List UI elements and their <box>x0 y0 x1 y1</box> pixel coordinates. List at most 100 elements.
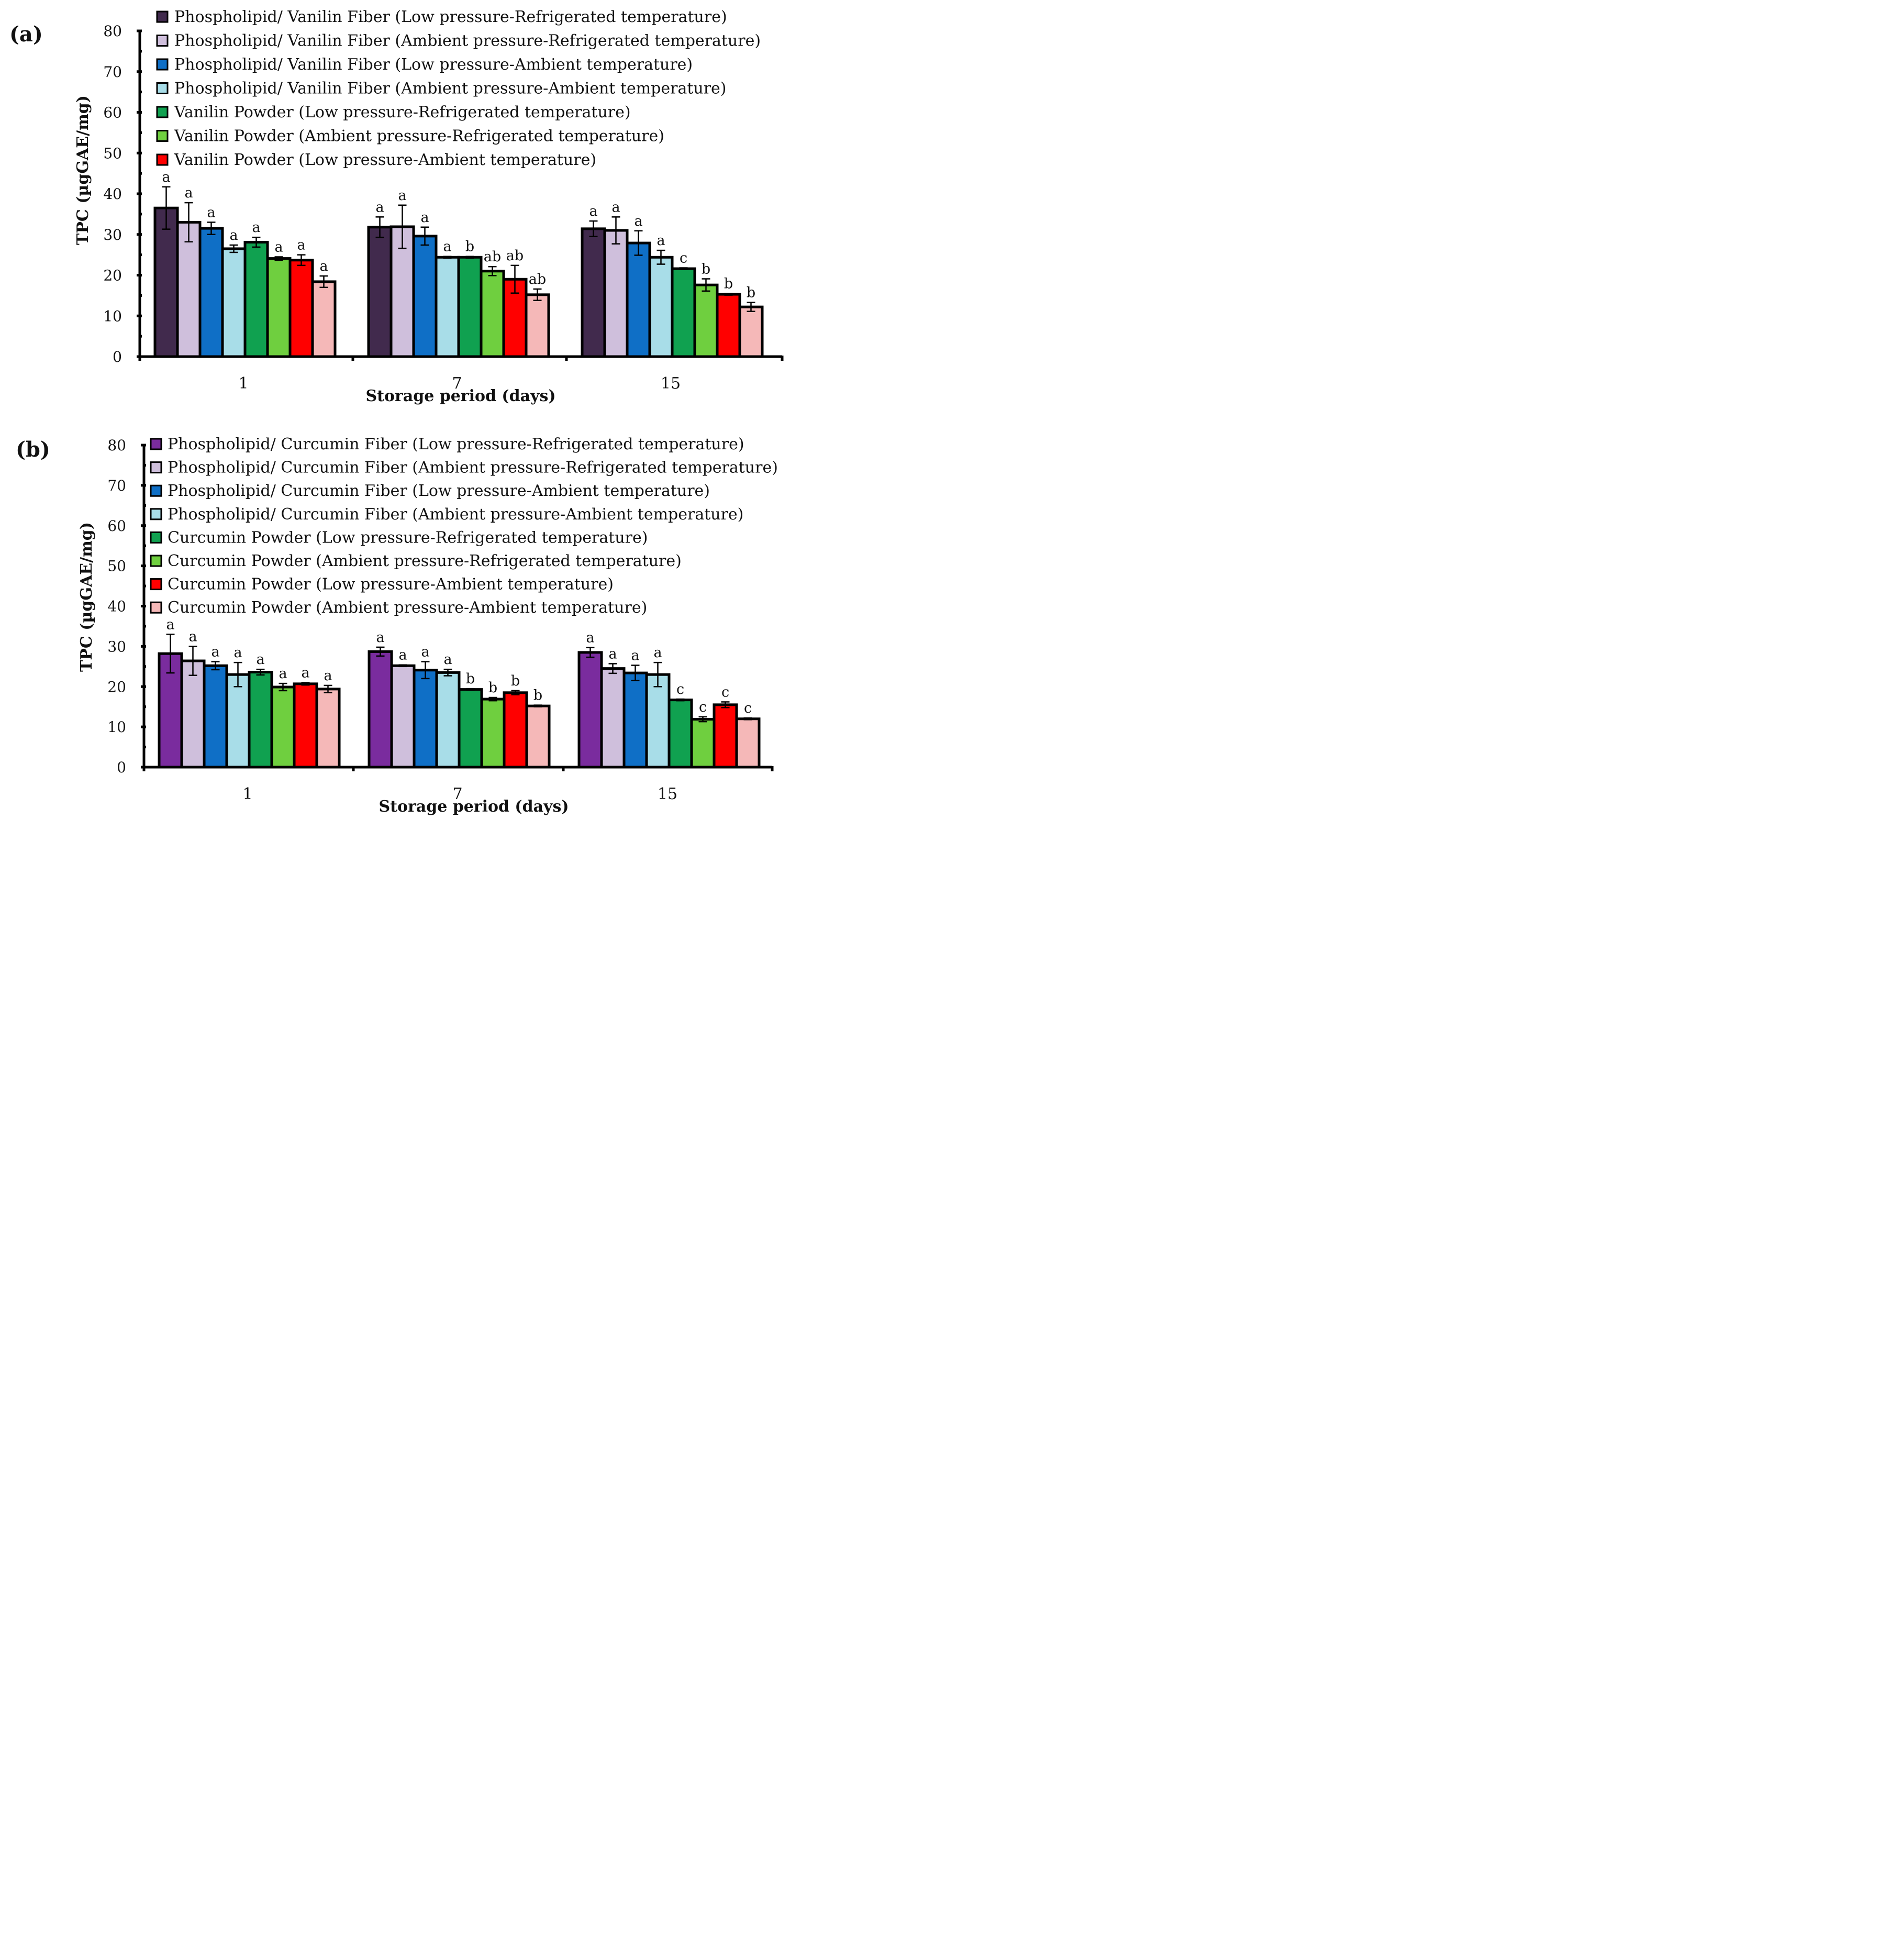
significance-label: a <box>319 258 328 274</box>
bar <box>367 226 393 358</box>
y-tick-label: 50 <box>103 145 122 162</box>
y-tick-label: 80 <box>103 23 122 40</box>
bar <box>413 669 438 769</box>
panel-label: (a) <box>9 22 43 47</box>
bar <box>180 659 206 769</box>
bar <box>480 697 506 769</box>
significance-label: a <box>274 239 283 256</box>
bar <box>153 206 179 358</box>
bar <box>266 257 292 358</box>
significance-label: ab <box>484 249 501 265</box>
bar <box>503 691 528 769</box>
legend-entry: Phospholipid/ Curcumin Fiber (Low pressu… <box>168 435 744 453</box>
x-tick-label: 15 <box>658 785 677 803</box>
panel-label: (b) <box>16 437 50 462</box>
legend-entry: Curcumin Powder (Ambient pressure-Ambien… <box>168 599 647 617</box>
y-tick-label: 80 <box>107 437 126 454</box>
legend-swatch <box>156 106 169 118</box>
significance-label: a <box>586 630 594 646</box>
bar <box>525 704 551 769</box>
significance-label: a <box>162 169 170 185</box>
significance-label: a <box>375 199 384 215</box>
y-tick-label: 50 <box>107 558 126 575</box>
bar <box>221 247 247 358</box>
significance-label: a <box>324 668 332 684</box>
bar <box>270 685 296 769</box>
bar <box>713 703 738 769</box>
legend-entry: Vanilin Powder (Low pressure-Ambient tem… <box>174 151 596 169</box>
bar <box>390 664 416 769</box>
significance-label: b <box>465 239 474 255</box>
bar <box>600 667 626 769</box>
bar <box>581 227 606 358</box>
y-tick-label: 40 <box>107 598 126 615</box>
significance-label: b <box>747 285 755 301</box>
legend-swatch <box>156 82 169 94</box>
significance-label: a <box>611 199 620 215</box>
y-tick-label: 20 <box>103 267 122 284</box>
legend-entry: Phospholipid/ Vanilin Fiber (Low pressur… <box>174 8 727 26</box>
significance-label: c <box>676 681 684 697</box>
legend-swatch <box>150 531 162 544</box>
significance-label: a <box>188 628 197 645</box>
significance-label: a <box>166 616 174 633</box>
legend-swatch <box>156 58 169 71</box>
significance-label: c <box>744 700 752 716</box>
significance-label: a <box>256 651 264 668</box>
legend-entry: Phospholipid/ Vanilin Fiber (Ambient pre… <box>174 32 761 50</box>
bar <box>435 671 461 769</box>
bar <box>458 688 483 769</box>
significance-label: a <box>301 665 309 681</box>
x-axis-title: Storage period (days) <box>379 798 569 816</box>
significance-label: a <box>443 239 451 255</box>
significance-label: b <box>488 680 497 696</box>
legend-swatch <box>150 508 162 521</box>
bar <box>315 688 341 769</box>
legend-entry: Phospholipid/ Vanilin Fiber (Ambient pre… <box>174 80 727 98</box>
bar <box>203 664 228 769</box>
significance-label: a <box>376 629 384 646</box>
bar <box>626 241 651 358</box>
bar <box>603 229 629 358</box>
legend-swatch <box>156 35 169 47</box>
significance-label: a <box>211 644 219 660</box>
bar <box>622 671 648 769</box>
bar <box>225 673 251 769</box>
legend-swatch <box>150 601 162 614</box>
bar <box>435 256 460 358</box>
significance-label: a <box>398 187 406 204</box>
significance-label: a <box>420 209 429 226</box>
significance-label: a <box>634 213 642 229</box>
significance-label: a <box>608 646 617 662</box>
bar <box>368 650 393 769</box>
x-tick-label: 7 <box>452 374 462 393</box>
bar <box>693 283 719 358</box>
significance-label: a <box>398 647 407 663</box>
significance-label: a <box>589 203 597 219</box>
legend-entry: Curcumin Powder (Ambient pressure-Refrig… <box>168 552 682 570</box>
significance-label: b <box>511 673 520 689</box>
bar <box>690 718 716 769</box>
significance-label: a <box>207 204 215 220</box>
y-axis-title: TPC (µgGAE/mg) <box>77 522 96 672</box>
legend-entry: Vanilin Powder (Ambient pressure-Refrige… <box>174 127 664 146</box>
bar <box>243 241 269 358</box>
bar <box>248 671 273 769</box>
significance-label: c <box>699 699 707 715</box>
significance-label: a <box>229 227 238 243</box>
bar <box>738 305 764 358</box>
legend-swatch <box>150 438 162 450</box>
y-tick-label: 60 <box>107 517 126 535</box>
legend-entry: Curcumin Powder (Low pressure-Ambient te… <box>168 575 614 594</box>
legend-entry: Phospholipid/ Curcumin Fiber (Ambient pr… <box>168 459 778 477</box>
x-tick-label: 1 <box>242 785 252 803</box>
significance-label: a <box>631 648 639 664</box>
legend-swatch <box>156 10 169 23</box>
bar <box>671 267 696 358</box>
y-tick-label: 10 <box>103 307 122 325</box>
legend-entry: Vanilin Powder (Low pressure-Refrigerate… <box>174 103 631 121</box>
x-tick-label: 15 <box>661 374 681 393</box>
